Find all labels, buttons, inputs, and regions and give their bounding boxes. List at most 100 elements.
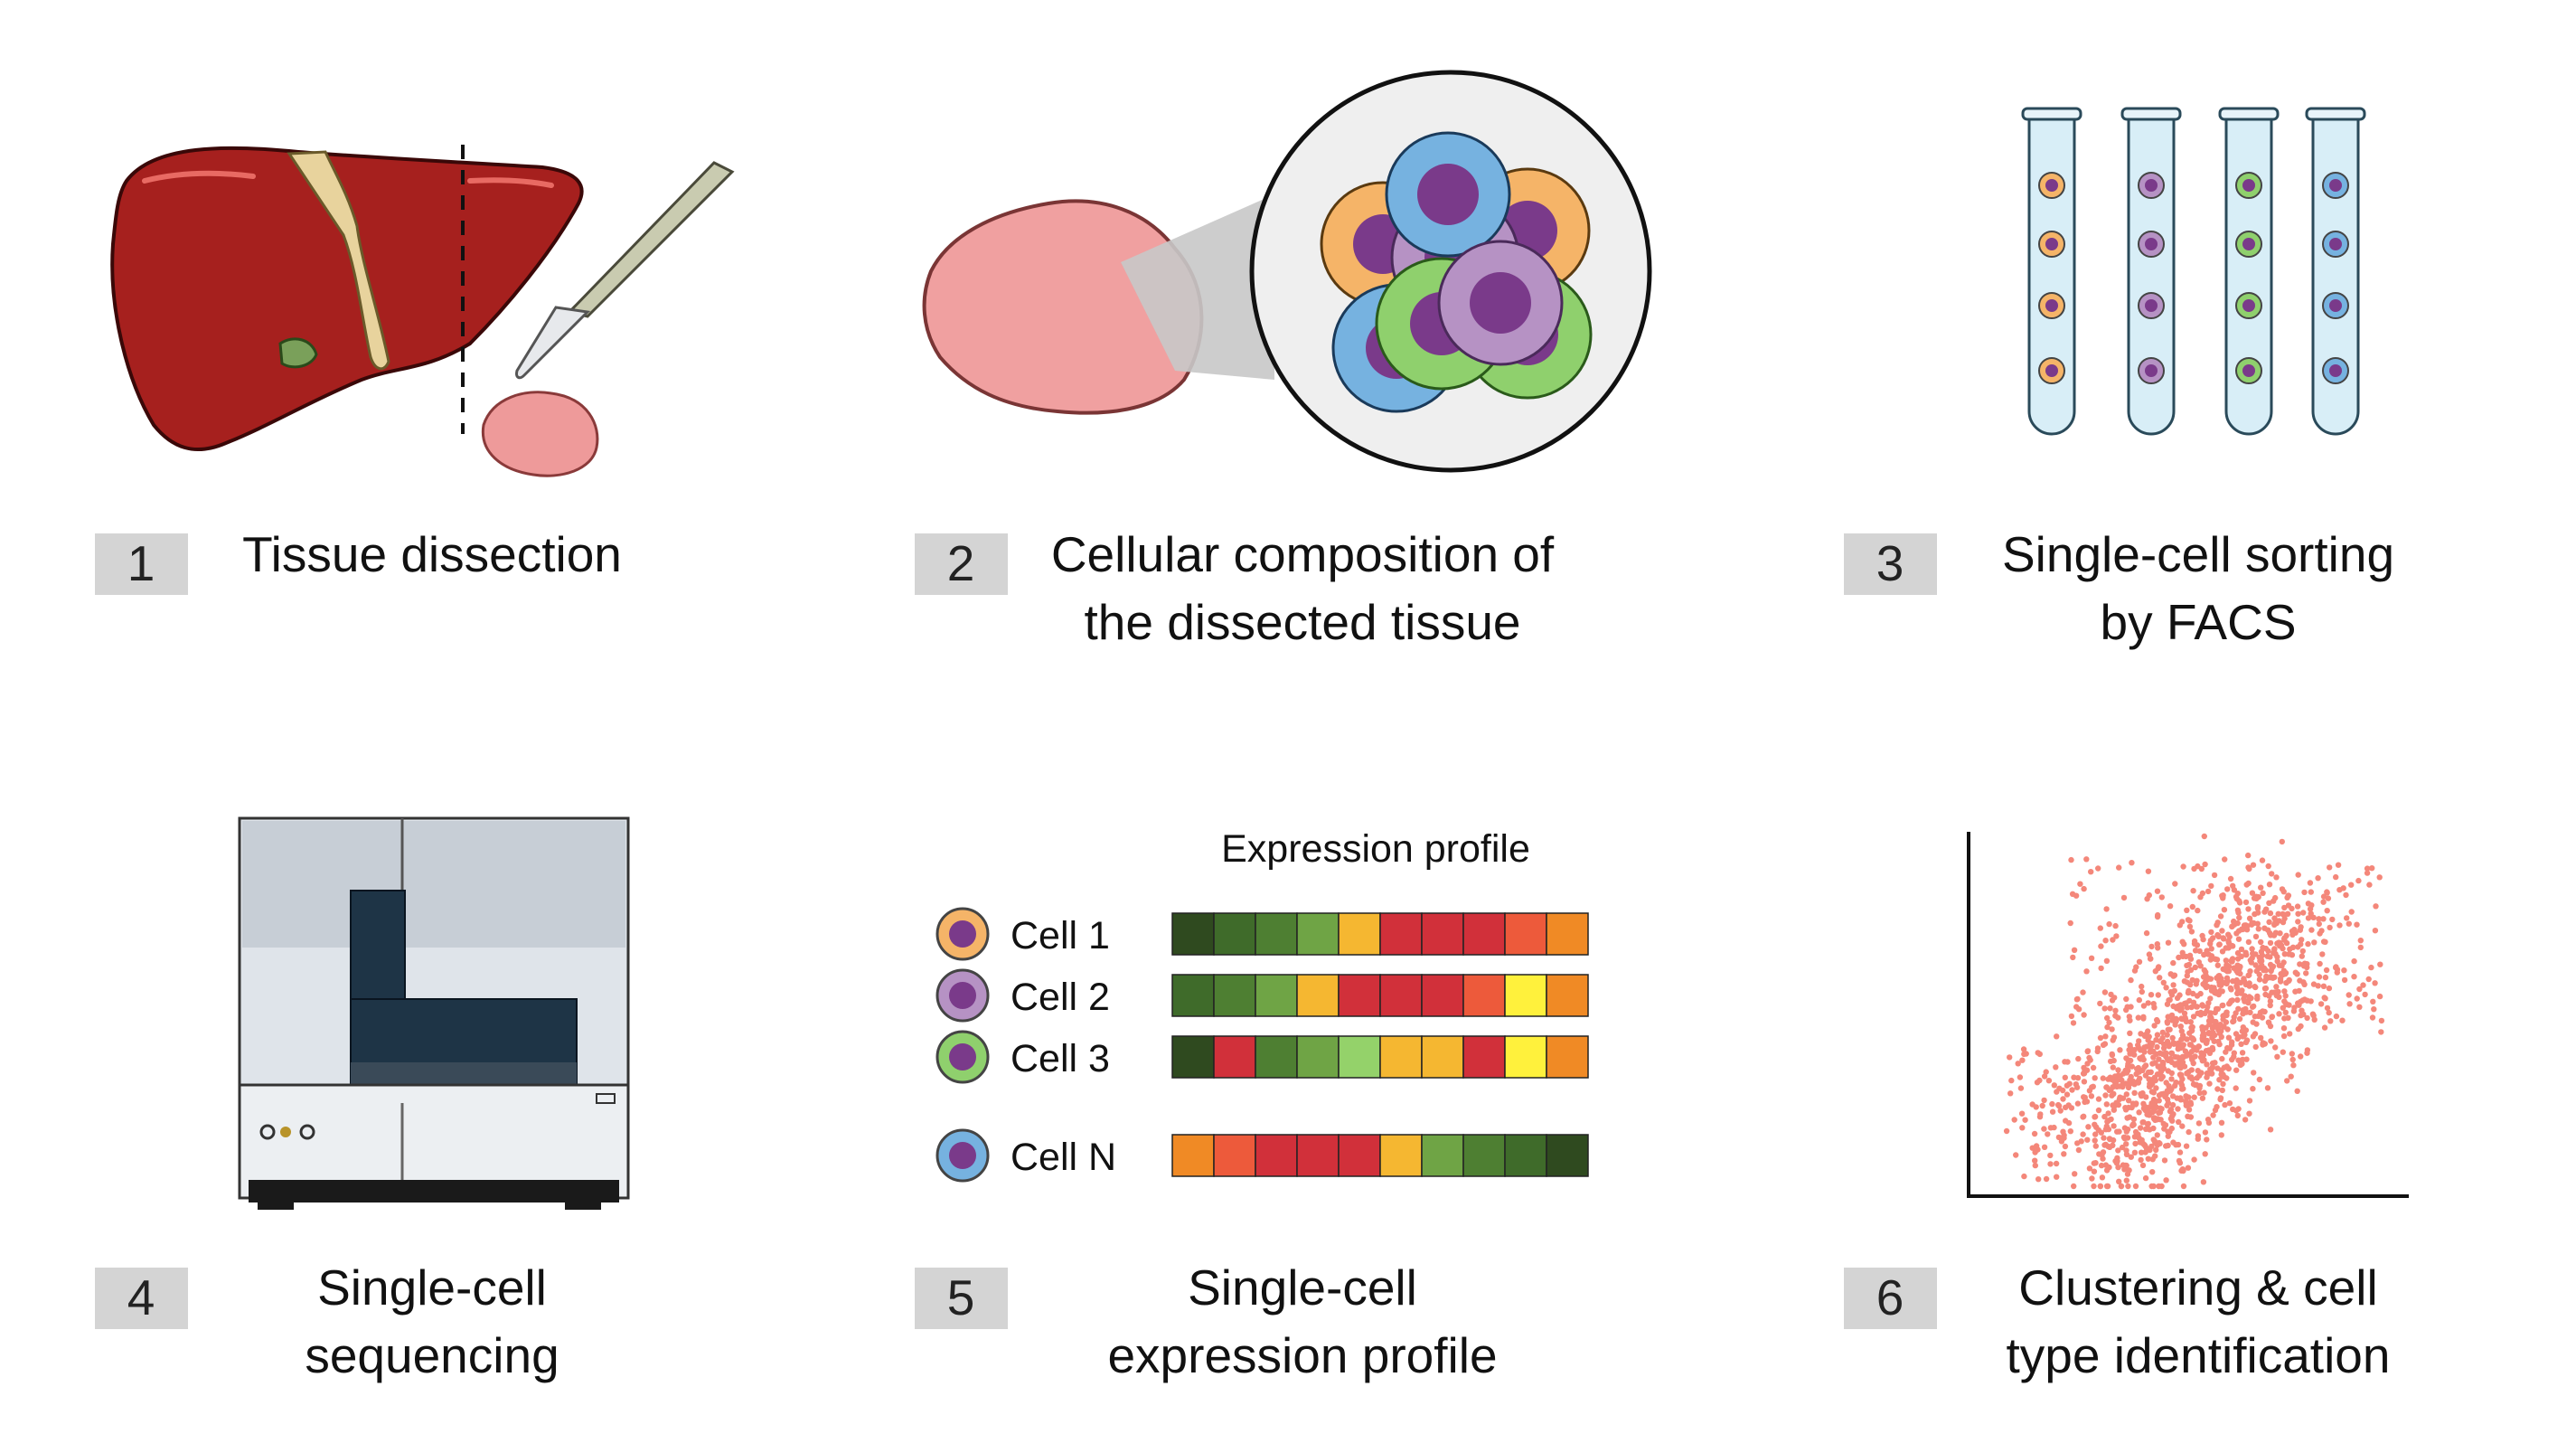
scatter-point — [2055, 1103, 2063, 1109]
scatter-point — [2195, 1133, 2202, 1139]
scatter-point — [2190, 999, 2197, 1006]
scatter-point — [2246, 915, 2253, 921]
scatter-point — [2157, 1038, 2164, 1045]
scatter-point — [2101, 1113, 2108, 1120]
cell-label: Cell 2 — [1011, 976, 1110, 1019]
scatter-point — [2163, 1177, 2169, 1184]
scatter-point — [2271, 974, 2278, 981]
scatter-point — [2333, 965, 2339, 971]
scatter-point — [2148, 1089, 2156, 1095]
scatter-point — [2173, 1015, 2179, 1023]
scatter-point — [2246, 1110, 2252, 1117]
expression-cell — [1546, 1134, 1589, 1177]
tissue-sample-small — [481, 391, 599, 477]
scatter-point — [2202, 1129, 2209, 1136]
scatter-point — [2215, 991, 2222, 998]
scatter-point — [2264, 953, 2270, 959]
scatter-point — [2031, 1130, 2038, 1137]
scatter-point — [2177, 1062, 2184, 1070]
scatter-point — [2043, 1069, 2049, 1075]
scatter-point — [2119, 1144, 2126, 1151]
scatter-point — [2167, 1107, 2175, 1113]
step-1: 1 Tissue dissection — [95, 526, 622, 595]
scatter-point — [2090, 1064, 2097, 1071]
scatter-point — [2045, 1078, 2053, 1084]
scatter-point — [2209, 1030, 2215, 1036]
scatter-point — [2019, 1057, 2026, 1063]
scatter-point — [2045, 1131, 2051, 1137]
scatter-point — [2175, 1106, 2181, 1112]
scatter-point — [2081, 1094, 2087, 1100]
scatter-point — [2245, 880, 2252, 887]
scatter-point — [2156, 964, 2162, 970]
scatter-point — [2145, 1069, 2152, 1076]
expression-cell — [1462, 1134, 1506, 1177]
scatter-point — [2255, 926, 2261, 932]
scatter-point — [2252, 1031, 2259, 1037]
scatter-point — [2201, 1089, 2207, 1096]
scatter-point — [2003, 1127, 2010, 1135]
expression-cell — [1379, 912, 1423, 956]
scatter-point — [2315, 875, 2321, 882]
scatter-point — [2160, 1045, 2167, 1052]
scatter-point — [2290, 1062, 2297, 1069]
scatter-point — [2223, 1075, 2230, 1081]
scatter-point — [2299, 1007, 2305, 1014]
scatter-point — [2266, 993, 2272, 999]
scatter-point — [2207, 1014, 2214, 1020]
scatter-point — [2311, 1016, 2317, 1023]
scatter-point — [2178, 1036, 2185, 1042]
scatter-point — [2259, 957, 2265, 965]
scatter-point — [2102, 1033, 2109, 1040]
scatter-point — [2234, 990, 2241, 997]
scatter-point — [2049, 1100, 2055, 1108]
scatter-point — [2142, 1032, 2149, 1038]
scatter-point — [2258, 938, 2264, 946]
expression-row: Cell 1 — [935, 907, 1589, 961]
scatter-point — [2316, 920, 2322, 928]
expression-cell — [1504, 974, 1547, 1017]
scatter-point — [2095, 865, 2101, 872]
scatter-point — [2193, 1004, 2200, 1010]
scatter-point — [2210, 1112, 2216, 1118]
scatter-point — [2133, 1070, 2139, 1078]
scatter-point — [2139, 1136, 2145, 1144]
scatter-point — [2208, 946, 2214, 952]
scatter-point — [2196, 1089, 2203, 1097]
scatter-point — [2165, 1068, 2171, 1074]
scatter-point — [2174, 1041, 2180, 1047]
scatter-point — [2188, 929, 2195, 935]
scatter-point — [2145, 1000, 2151, 1006]
scatter-point — [2238, 1041, 2244, 1048]
expression-cell — [1296, 1035, 1340, 1079]
scatter-point — [2152, 1077, 2158, 1083]
scatter-point — [2113, 933, 2120, 939]
scatter-point — [2297, 927, 2303, 933]
scatter-point — [2219, 1087, 2225, 1094]
scatter-point — [2098, 1162, 2105, 1169]
scatter-point — [2233, 1085, 2239, 1091]
scatter-point — [2213, 1023, 2220, 1030]
scatter-point — [2253, 895, 2260, 902]
scatter-point — [2185, 968, 2191, 976]
scatter-point — [2272, 1044, 2279, 1051]
scatter-point — [2179, 1123, 2186, 1129]
scatter-point — [2163, 1053, 2169, 1060]
scatter-point — [2184, 907, 2190, 913]
scatter-point — [2111, 1090, 2117, 1098]
scatter-point — [2231, 887, 2238, 893]
scatter-point — [2197, 894, 2204, 901]
scatter-point — [2123, 1070, 2130, 1076]
scatter-point — [2081, 1064, 2087, 1071]
scatter-point — [2110, 1102, 2116, 1108]
scatter-point — [2183, 1143, 2190, 1149]
scatter-point — [2170, 959, 2176, 967]
scatter-point — [2245, 999, 2252, 1006]
expression-cell — [1421, 1134, 1464, 1177]
expression-cell — [1379, 1134, 1423, 1177]
scatter-point — [2015, 1061, 2021, 1067]
scatter-point — [2169, 1093, 2176, 1099]
scatter-point — [2317, 960, 2323, 967]
scatter-point — [2160, 1120, 2167, 1127]
scatter-point — [2139, 988, 2145, 995]
